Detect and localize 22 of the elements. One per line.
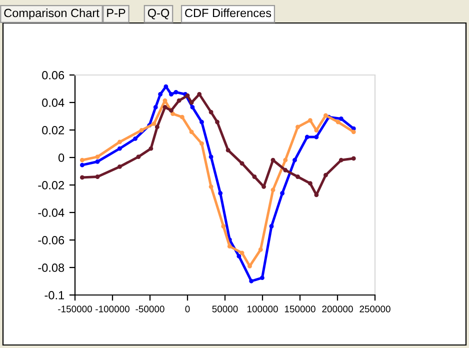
x-tick-label: -150000 [58, 306, 92, 312]
y-tick-label: -0.08 [38, 264, 64, 272]
y-tick-label: -0.06 [38, 236, 64, 244]
text: Q-Q [148, 8, 170, 20]
text: CDF Differences [185, 8, 272, 18]
y-tick-label: -0.1 [44, 291, 64, 300]
x-tick-label: 250000 [360, 306, 390, 312]
y-tick-label: -0.04 [38, 208, 64, 217]
x-tick-label: -100000 [96, 306, 130, 312]
x-tick-label: 100000 [247, 306, 278, 312]
text: Comparison Chart [4, 8, 100, 20]
x-tick-label: -50000 [136, 306, 164, 312]
y-tick-label: 0.06 [42, 71, 64, 80]
y-tick-label: 0.04 [42, 98, 64, 107]
y-tick-label: -0.02 [38, 181, 64, 190]
y-tick-label: 0.02 [42, 126, 64, 134]
x-tick-label: 50000 [212, 306, 238, 312]
x-tick-label: 150000 [284, 306, 316, 312]
text: P-P [107, 8, 126, 18]
y-tick-label: 0 [58, 154, 64, 162]
x-tick-label: 200000 [322, 306, 353, 312]
x-tick-label: 0 [185, 306, 190, 312]
